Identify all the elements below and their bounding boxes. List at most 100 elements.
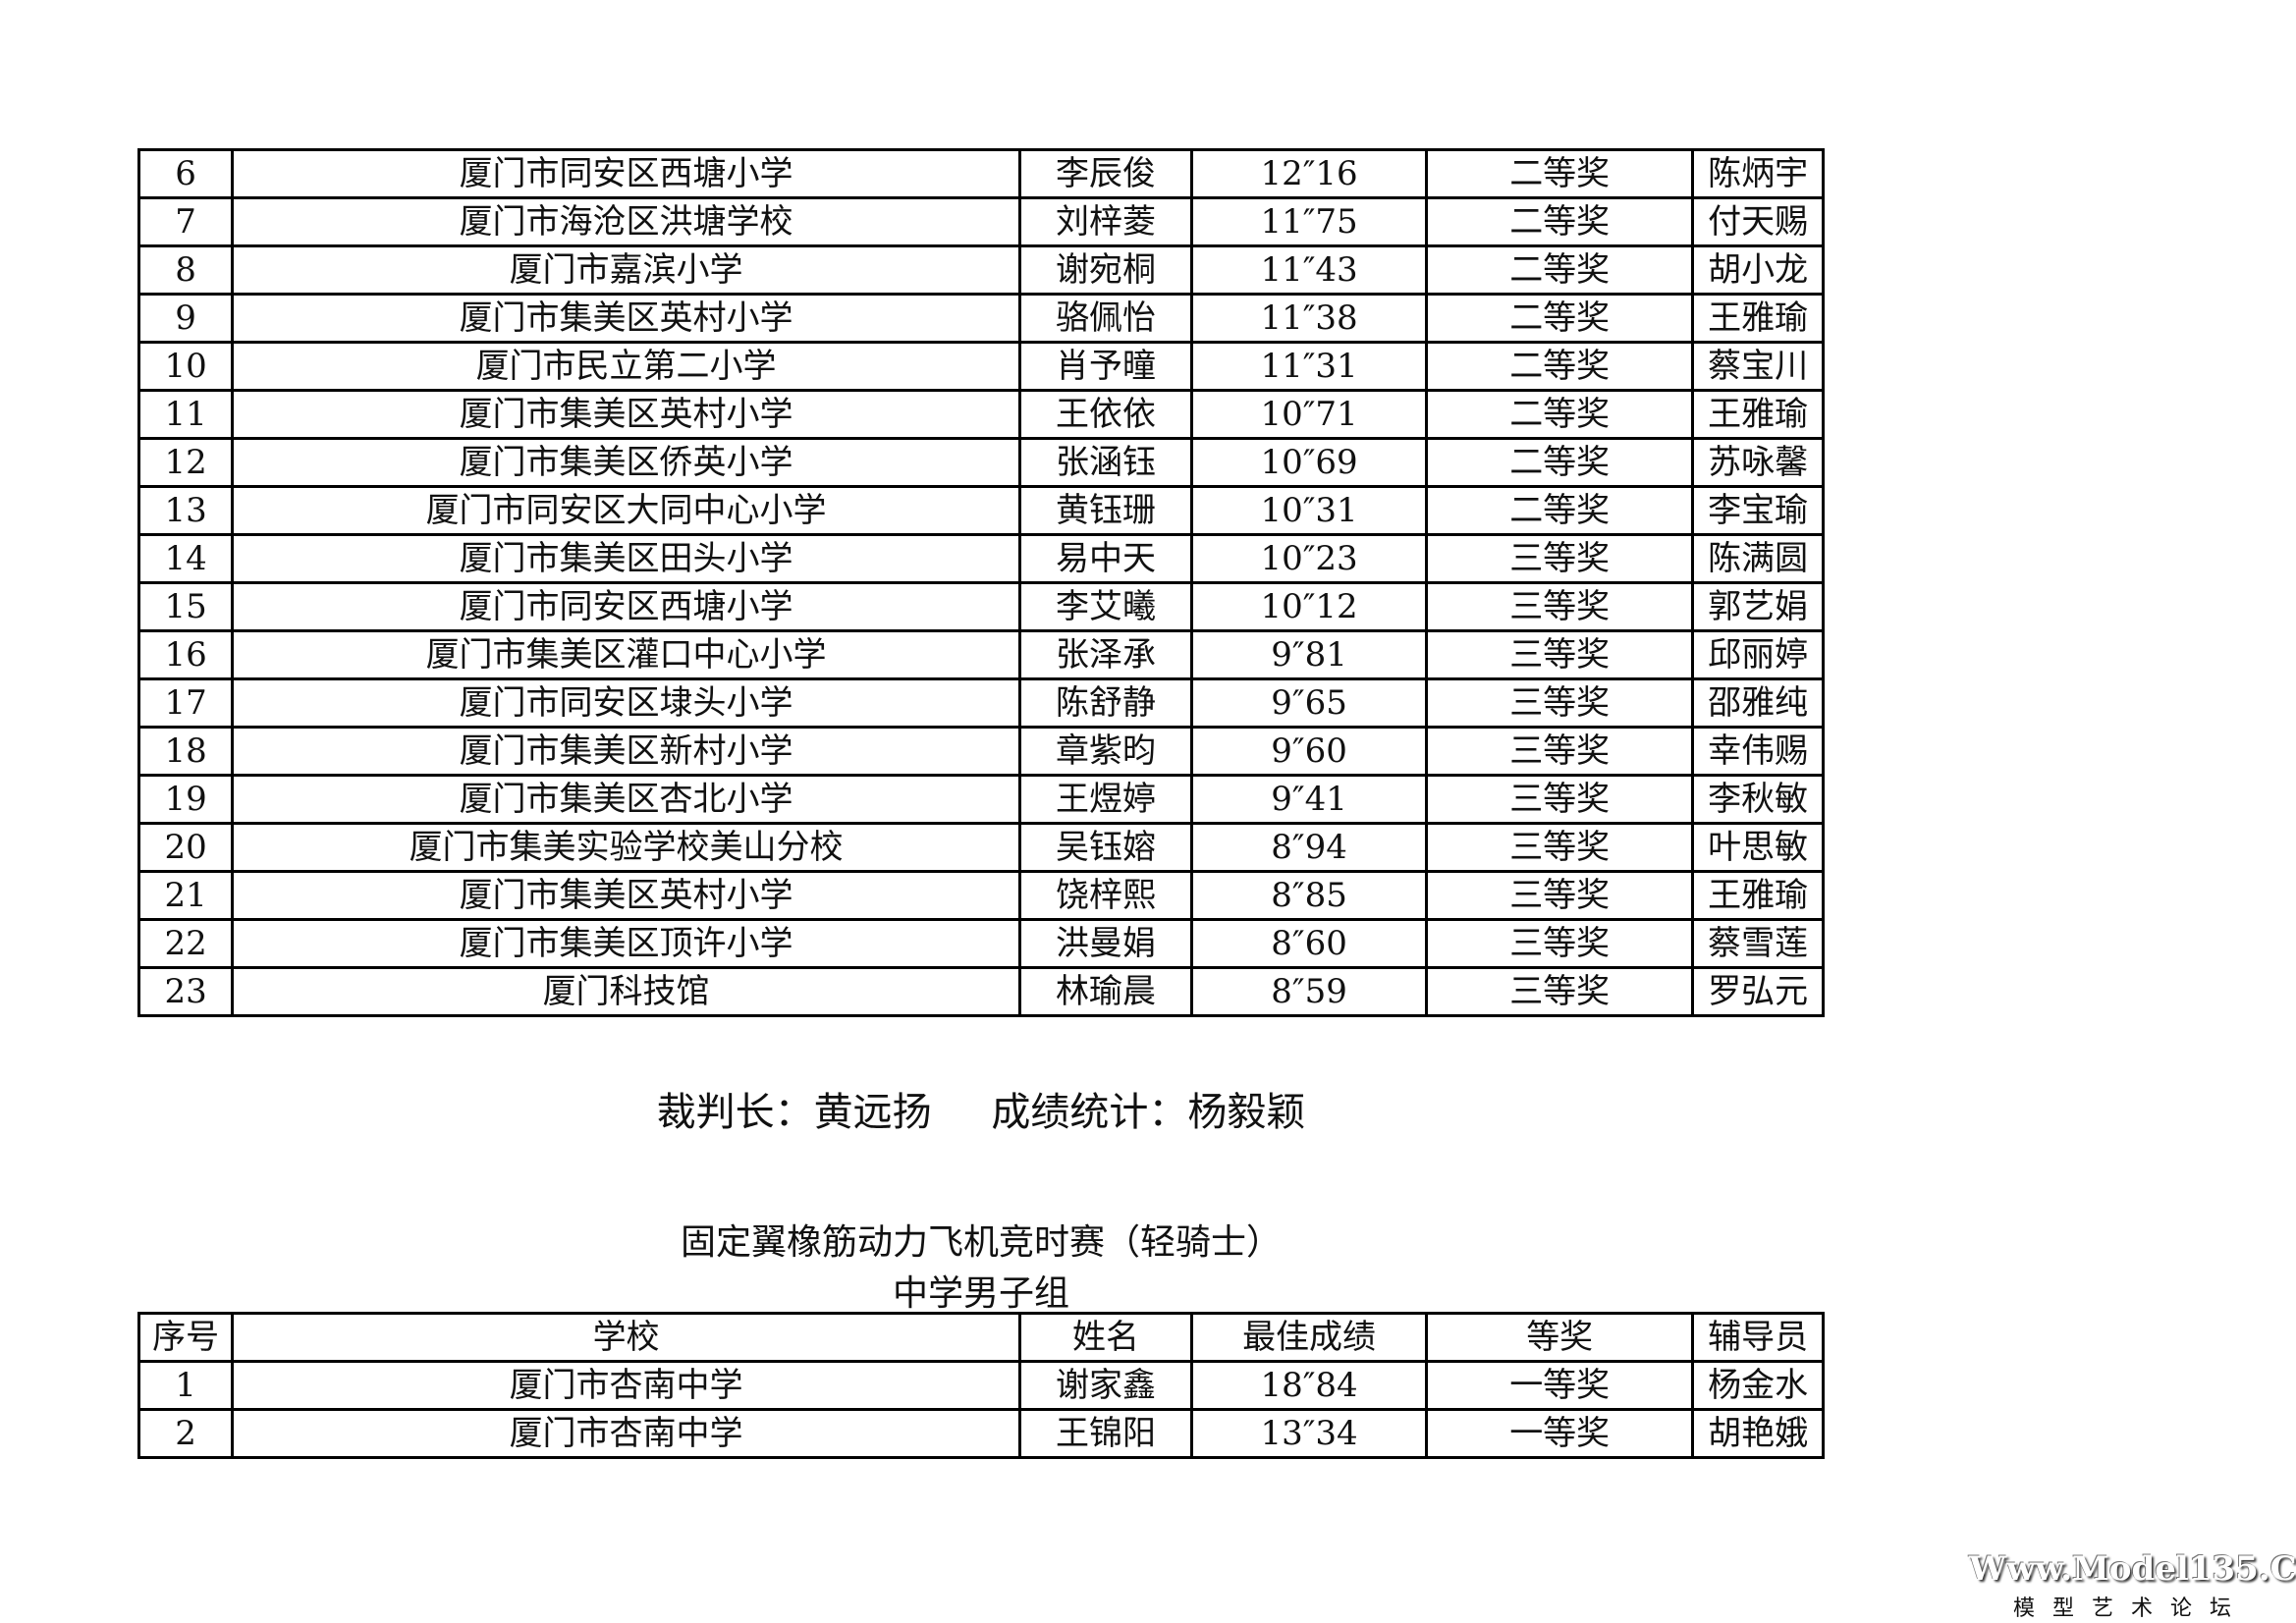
cell-award: 二等奖 xyxy=(1425,244,1695,296)
table-row: 21 厦门市集美区英村小学 饶梓熙 8″85 三等奖 王雅瑜 xyxy=(137,870,1825,921)
cell-best-score: 11″75 xyxy=(1190,196,1429,247)
cell-school: 厦门市集美区英村小学 xyxy=(231,293,1021,344)
cell-rank: 16 xyxy=(137,629,235,680)
cell-school: 厦门市杏南中学 xyxy=(231,1360,1021,1411)
table-row: 1 厦门市杏南中学 谢家鑫 18″84 一等奖 杨金水 xyxy=(137,1360,1825,1411)
cell-award: 二等奖 xyxy=(1425,485,1695,536)
cell-best-score: 8″94 xyxy=(1190,822,1429,873)
cell-rank: 14 xyxy=(137,533,235,584)
cell-school: 厦门市集美区顶许小学 xyxy=(231,918,1021,969)
cell-name: 李辰俊 xyxy=(1017,148,1194,199)
cell-school: 厦门市同安区埭头小学 xyxy=(231,677,1021,729)
cell-coach: 邱丽婷 xyxy=(1691,629,1825,680)
cell-school: 厦门科技馆 xyxy=(231,966,1021,1017)
cell-school: 厦门市杏南中学 xyxy=(231,1408,1021,1459)
statistician: 成绩统计：杨毅颖 xyxy=(991,1090,1306,1135)
cell-award: 三等奖 xyxy=(1425,533,1695,584)
cell-best-score: 12″16 xyxy=(1190,148,1429,199)
cell-best-score: 10″69 xyxy=(1190,437,1429,488)
cell-name: 吴钰嫆 xyxy=(1017,822,1194,873)
cell-name: 章紫昀 xyxy=(1017,726,1194,777)
table-row: 2 厦门市杏南中学 王锦阳 13″34 一等奖 胡艳娥 xyxy=(137,1408,1825,1459)
table-row: 8 厦门市嘉滨小学 谢宛桐 11″43 二等奖 胡小龙 xyxy=(137,244,1825,296)
cell-coach: 李秋敏 xyxy=(1691,774,1825,825)
cell-coach: 蔡雪莲 xyxy=(1691,918,1825,969)
cell-name: 陈舒静 xyxy=(1017,677,1194,729)
results-table-primary: 6 厦门市同安区西塘小学 李辰俊 12″16 二等奖 陈炳宇 7 厦门市海沧区洪塘学校 刘梓菱 1… xyxy=(137,148,1825,1017)
cell-school: 厦门市集美区杏北小学 xyxy=(231,774,1021,825)
chief-judge: 裁判长：黄远扬 xyxy=(656,1090,932,1135)
cell-rank: 22 xyxy=(137,918,235,969)
table-row: 13 厦门市同安区大同中心小学 黄钰珊 10″31 二等奖 李宝瑜 xyxy=(137,485,1825,536)
cell-best-score: 11″31 xyxy=(1190,341,1429,392)
cell-rank: 7 xyxy=(137,196,235,247)
cell-rank: 12 xyxy=(137,437,235,488)
table-row: 12 厦门市集美区侨英小学 张涵钰 10″69 二等奖 苏咏馨 xyxy=(137,437,1825,488)
section-subtitle: 中学男子组 xyxy=(892,1273,1069,1314)
cell-coach: 王雅瑜 xyxy=(1691,389,1825,440)
cell-best-score: 10″12 xyxy=(1190,581,1429,632)
cell-rank: 2 xyxy=(137,1408,235,1459)
cell-school: 厦门市集美实验学校美山分校 xyxy=(231,822,1021,873)
cell-rank: 20 xyxy=(137,822,235,873)
cell-coach: 李宝瑜 xyxy=(1691,485,1825,536)
table-row: 17 厦门市同安区埭头小学 陈舒静 9″65 三等奖 邵雅纯 xyxy=(137,677,1825,729)
cell-coach: 苏咏馨 xyxy=(1691,437,1825,488)
table-row: 20 厦门市集美实验学校美山分校 吴钰嫆 8″94 三等奖 叶思敏 xyxy=(137,822,1825,873)
cell-coach: 王雅瑜 xyxy=(1691,870,1825,921)
cell-best-score: 11″38 xyxy=(1190,293,1429,344)
cell-name: 骆佩怡 xyxy=(1017,293,1194,344)
cell-name: 刘梓菱 xyxy=(1017,196,1194,247)
cell-rank: 6 xyxy=(137,148,235,199)
cell-best-score: 9″41 xyxy=(1190,774,1429,825)
watermark-site: Www.Model135.Com xyxy=(1969,1549,2296,1589)
cell-award: 三等奖 xyxy=(1425,581,1695,632)
cell-name: 饶梓熙 xyxy=(1017,870,1194,921)
cell-best-score: 18″84 xyxy=(1190,1360,1429,1411)
cell-coach: 叶思敏 xyxy=(1691,822,1825,873)
cell-best-score: 9″65 xyxy=(1190,677,1429,729)
cell-name: 王锦阳 xyxy=(1017,1408,1194,1459)
results-table-middle-school-boys: 序号 学校 姓名 最佳成绩 等奖 辅导员 1 厦门市杏南中学 谢家鑫 18″84 一等奖 杨金水 2 厦… xyxy=(137,1312,1825,1459)
watermark-logo: Www.Model135.Com 模型艺术论坛 xyxy=(1969,1549,2296,1622)
cell-best-score: 8″85 xyxy=(1190,870,1429,921)
cell-rank: 23 xyxy=(137,966,235,1017)
cell-rank: 15 xyxy=(137,581,235,632)
cell-award: 三等奖 xyxy=(1425,870,1695,921)
header-name: 姓名 xyxy=(1017,1312,1194,1363)
table-row: 14 厦门市集美区田头小学 易中天 10″23 三等奖 陈满圆 xyxy=(137,533,1825,584)
cell-best-score: 9″81 xyxy=(1190,629,1429,680)
cell-award: 二等奖 xyxy=(1425,148,1695,199)
table-row: 10 厦门市民立第二小学 肖予曈 11″31 二等奖 蔡宝川 xyxy=(137,341,1825,392)
table-row: 15 厦门市同安区西塘小学 李艾曦 10″12 三等奖 郭艺娟 xyxy=(137,581,1825,632)
cell-best-score: 10″71 xyxy=(1190,389,1429,440)
cell-award: 二等奖 xyxy=(1425,341,1695,392)
cell-coach: 胡艳娥 xyxy=(1691,1408,1825,1459)
cell-school: 厦门市海沧区洪塘学校 xyxy=(231,196,1021,247)
cell-coach: 陈满圆 xyxy=(1691,533,1825,584)
cell-coach: 罗弘元 xyxy=(1691,966,1825,1017)
cell-award: 三等奖 xyxy=(1425,677,1695,729)
cell-award: 二等奖 xyxy=(1425,293,1695,344)
cell-school: 厦门市嘉滨小学 xyxy=(231,244,1021,296)
cell-name: 易中天 xyxy=(1017,533,1194,584)
cell-award: 一等奖 xyxy=(1425,1408,1695,1459)
cell-coach: 杨金水 xyxy=(1691,1360,1825,1411)
cell-coach: 蔡宝川 xyxy=(1691,341,1825,392)
cell-school: 厦门市集美区英村小学 xyxy=(231,870,1021,921)
cell-rank: 21 xyxy=(137,870,235,921)
cell-coach: 胡小龙 xyxy=(1691,244,1825,296)
table-row: 23 厦门科技馆 林瑜晨 8″59 三等奖 罗弘元 xyxy=(137,966,1825,1017)
table-row: 9 厦门市集美区英村小学 骆佩怡 11″38 二等奖 王雅瑜 xyxy=(137,293,1825,344)
cell-coach: 王雅瑜 xyxy=(1691,293,1825,344)
cell-school: 厦门市同安区大同中心小学 xyxy=(231,485,1021,536)
cell-name: 王依依 xyxy=(1017,389,1194,440)
cell-rank: 11 xyxy=(137,389,235,440)
table-row: 19 厦门市集美区杏北小学 王煜婷 9″41 三等奖 李秋敏 xyxy=(137,774,1825,825)
cell-coach: 付天赐 xyxy=(1691,196,1825,247)
cell-award: 三等奖 xyxy=(1425,918,1695,969)
table-row: 18 厦门市集美区新村小学 章紫昀 9″60 三等奖 幸伟赐 xyxy=(137,726,1825,777)
cell-coach: 幸伟赐 xyxy=(1691,726,1825,777)
header-award: 等奖 xyxy=(1425,1312,1695,1363)
cell-school: 厦门市集美区英村小学 xyxy=(231,389,1021,440)
